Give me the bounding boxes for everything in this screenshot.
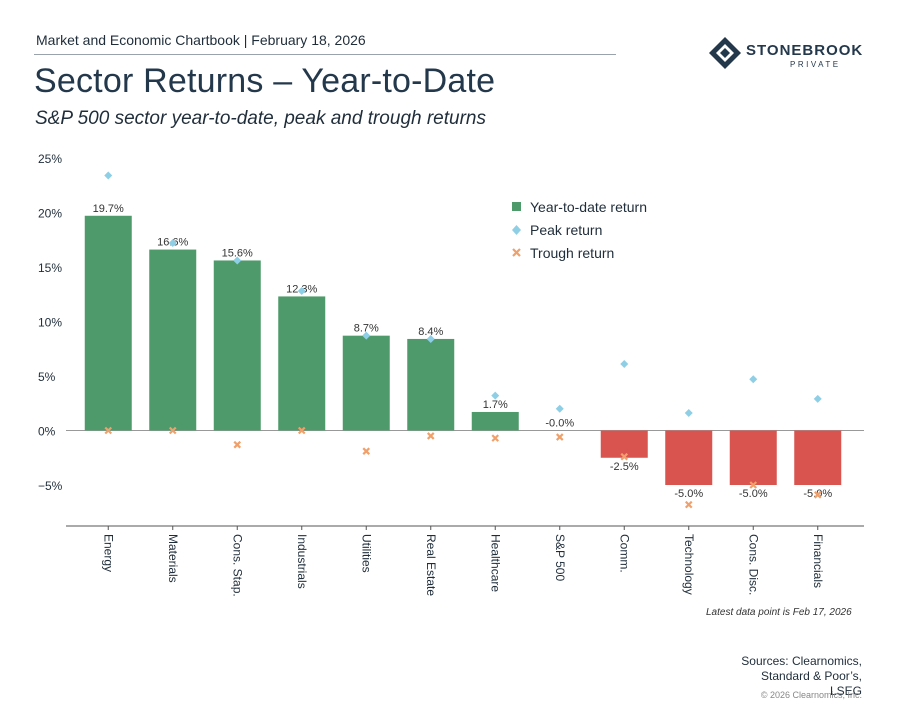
data-label: 15.6%: [222, 247, 253, 259]
trough-marker: [813, 491, 822, 499]
category-label: Cons. Disc.: [746, 534, 760, 595]
header-divider: [34, 54, 616, 55]
peak-marker: [233, 256, 242, 265]
logo-name: STONEBROOK: [746, 42, 864, 59]
sources-line: LSEG: [829, 684, 862, 698]
page-title: Sector Returns – Year-to-Date: [34, 62, 496, 100]
bar-real-estate: [407, 338, 455, 431]
legend-label: Year-to-date return: [530, 199, 647, 215]
peak-marker: [168, 239, 177, 248]
y-tick-label: 10%: [38, 316, 62, 330]
category-label: S&P 500: [553, 534, 567, 581]
category-label: Materials: [166, 534, 180, 583]
category-label: Comm.: [617, 534, 631, 573]
category-label: Technology: [682, 534, 696, 595]
trough-marker: [104, 426, 113, 435]
chartbook-header: Market and Economic Chartbook | February…: [36, 32, 366, 48]
peak-marker: [362, 331, 371, 340]
bar-technology: [665, 430, 713, 485]
legend-swatch-peak: [512, 225, 521, 235]
trough-marker: [233, 440, 242, 449]
stonebrook-logo-icon: [709, 37, 741, 69]
data-label: -2.5%: [610, 461, 639, 473]
data-label: -5.0%: [739, 488, 768, 500]
category-label: Healthcare: [488, 534, 502, 592]
peak-marker: [749, 375, 758, 384]
data-label: 1.7%: [483, 399, 508, 411]
y-tick-label: 25%: [38, 152, 62, 166]
bar-utilities: [342, 335, 390, 431]
trough-marker: [362, 447, 371, 455]
data-label: 19.7%: [93, 203, 124, 215]
peak-marker: [813, 394, 822, 403]
trough-marker: [491, 434, 500, 442]
trough-marker: [620, 452, 629, 461]
y-tick-label: 20%: [38, 207, 62, 221]
bar-energy: [84, 215, 132, 431]
trough-marker: [555, 433, 564, 441]
category-label: Energy: [101, 534, 115, 572]
peak-marker: [555, 404, 564, 413]
peak-marker: [684, 409, 693, 418]
peak-marker: [104, 171, 113, 180]
legend-swatch-trough: [512, 248, 521, 257]
trough-marker: [297, 426, 306, 435]
bar-financials: [794, 430, 842, 485]
legend-swatch-ytd: [512, 202, 521, 211]
sources-line: Sources: Clearnomics,: [741, 654, 862, 668]
bar-cons-stap-: [213, 260, 261, 431]
peak-marker: [426, 334, 435, 343]
bar-industrials: [278, 296, 326, 431]
category-label: Financials: [811, 534, 825, 588]
legend-label: Trough return: [530, 245, 614, 261]
peak-marker: [491, 391, 500, 400]
logo-subtitle: PRIVATE: [790, 60, 841, 69]
data-label: 8.4%: [418, 326, 443, 338]
sources-line: Standard & Poor’s,: [761, 669, 862, 683]
y-tick-label: 5%: [38, 370, 56, 384]
y-tick-label: 0%: [38, 425, 56, 439]
trough-marker: [684, 500, 693, 509]
bar-healthcare: [471, 411, 519, 431]
y-tick-label: −5%: [38, 479, 63, 493]
category-label: Real Estate: [424, 534, 438, 596]
data-label: -5.0%: [674, 488, 703, 500]
bar-comm-: [600, 430, 648, 458]
copyright: © 2026 Clearnomics, Inc.: [760, 690, 862, 700]
latest-data-footnote: Latest data point is Feb 17, 2026: [706, 607, 852, 618]
category-label: Cons. Stap.: [230, 534, 244, 597]
category-label: Industrials: [295, 534, 309, 589]
peak-marker: [620, 360, 629, 369]
trough-marker: [168, 426, 177, 435]
stonebrook-logo: STONEBROOK PRIVATE: [708, 36, 868, 76]
sources-note: Sources: Clearnomics, Standard & Poor’s,…: [741, 654, 862, 699]
trough-marker: [426, 432, 435, 440]
trough-marker: [749, 481, 758, 489]
data-label: 8.7%: [354, 323, 379, 335]
peak-marker: [297, 286, 306, 295]
page-subtitle: S&P 500 sector year-to-date, peak and tr…: [35, 108, 486, 129]
y-tick-label: 15%: [38, 261, 62, 275]
category-label: Utilities: [359, 534, 373, 573]
bar-cons-disc-: [729, 430, 777, 485]
bar-materials: [149, 249, 197, 431]
data-label: -0.0%: [545, 418, 574, 430]
legend-label: Peak return: [530, 222, 602, 238]
